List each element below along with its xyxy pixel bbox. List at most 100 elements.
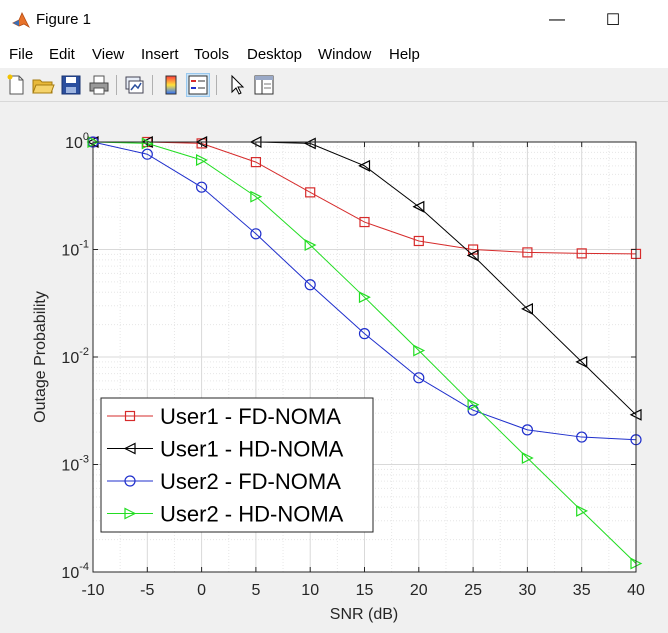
pointer-button[interactable] (225, 73, 249, 97)
legend-marker (124, 475, 136, 487)
menu-tools[interactable]: Tools (194, 46, 230, 63)
x-tick-label: 5 (251, 582, 260, 599)
legend-icon (188, 75, 208, 95)
legend-marker (123, 442, 136, 455)
data-point (196, 181, 208, 193)
data-point (522, 247, 533, 258)
link-plot-icon (125, 76, 144, 94)
data-point (521, 452, 534, 464)
x-axis-label: SNR (dB) (330, 606, 398, 623)
menu-window[interactable]: Window (318, 46, 372, 63)
menu-view[interactable]: View (92, 46, 125, 63)
property-inspector-button[interactable] (252, 73, 276, 97)
link-plot-button[interactable] (122, 73, 146, 97)
toolbar-separator (152, 75, 153, 95)
data-point (576, 431, 588, 443)
series-line (92, 141, 637, 564)
property-inspector-icon (254, 75, 274, 95)
data-point (521, 302, 534, 315)
data-point (358, 291, 371, 304)
legend[interactable]: User1 - FD-NOMA User1 - HD-NOMA User2 - FD… (100, 397, 374, 533)
y-tick-label: 10-4 (61, 561, 89, 582)
maximize-button[interactable]: ☐ (590, 4, 636, 36)
data-point (358, 159, 371, 172)
window-title: Figure 1 (36, 11, 92, 28)
data-point (304, 239, 317, 252)
menu-insert[interactable]: Insert (141, 46, 179, 63)
figure-canvas: -10 -5 0 5 10 15 20 25 30 35 40 100 10-1 10-2 10-3 10-4… (0, 102, 668, 628)
x-tick-label: 0 (197, 582, 206, 599)
print-icon (89, 75, 109, 95)
data-point (467, 398, 480, 411)
x-tick-label: 30 (519, 582, 537, 599)
y-tick-label: 100 (65, 131, 89, 152)
x-tick-label: 25 (464, 582, 482, 599)
minimize-button[interactable]: — (534, 4, 580, 36)
legend-entry[interactable]: User2 - HD-NOMA (160, 502, 344, 527)
menu-bar: File Edit View Insert Tools Desktop Wind… (0, 40, 668, 68)
menu-help[interactable]: Help (389, 46, 420, 63)
data-point (141, 148, 153, 160)
legend-button[interactable] (186, 73, 210, 97)
x-tick-label: 40 (627, 582, 645, 599)
data-point (358, 328, 371, 340)
data-point (521, 424, 534, 436)
series-line (92, 141, 637, 441)
data-point (575, 355, 588, 368)
data-point (250, 190, 263, 203)
title-bar: Figure 1 — ☐ (0, 0, 668, 40)
data-point (468, 244, 479, 255)
axis-ticks: -10 -5 0 5 10 15 20 25 30 35 40 100 10-1 10-2 10-3 10-4 (61, 131, 645, 599)
data-point (304, 279, 316, 291)
series-line (93, 141, 637, 255)
legend-entry[interactable]: User1 - HD-NOMA (160, 437, 344, 462)
data-point (576, 248, 587, 259)
y-axis-label: Outage Probability (32, 291, 49, 423)
series-1[interactable] (87, 136, 642, 260)
legend-entry[interactable]: User2 - FD-NOMA (160, 469, 341, 494)
y-tick-label: 10-1 (61, 239, 89, 260)
data-point (412, 200, 425, 213)
toolbar (0, 69, 668, 102)
toolbar-separator (116, 75, 117, 95)
new-figure-icon (7, 74, 24, 95)
legend-entry[interactable]: User1 - FD-NOMA (160, 404, 341, 429)
data-point (196, 154, 208, 166)
legend-marker (124, 410, 136, 422)
pointer-icon (231, 74, 245, 95)
x-tick-label: -10 (81, 582, 104, 599)
matlab-logo-icon (12, 12, 30, 29)
data-point (305, 187, 316, 198)
outage-probability-chart[interactable]: -10 -5 0 5 10 15 20 25 30 35 40 100 10-1 10-2 10-3 10-4… (0, 102, 668, 628)
data-point (359, 216, 370, 228)
maximize-icon: ☐ (605, 12, 621, 29)
x-tick-label: -5 (140, 582, 154, 599)
print-button[interactable] (87, 73, 111, 97)
data-point (413, 235, 424, 247)
toolbar-separator (216, 75, 217, 95)
data-point (413, 344, 426, 357)
legend-box (100, 397, 374, 533)
save-button[interactable] (59, 73, 83, 97)
x-tick-label: 20 (410, 582, 428, 599)
y-tick-label: 10-2 (61, 346, 89, 367)
data-point (250, 228, 262, 240)
y-tick-label: 10-3 (61, 454, 89, 475)
data-point (413, 372, 425, 384)
series-4[interactable] (87, 136, 643, 570)
x-tick-label: 35 (573, 582, 591, 599)
menu-edit[interactable]: Edit (49, 46, 75, 63)
colorbar-button[interactable] (159, 73, 183, 97)
data-point (576, 504, 589, 517)
data-point (466, 249, 479, 262)
minimize-icon: — (549, 11, 565, 28)
x-tick-label: 15 (356, 582, 374, 599)
new-figure-button[interactable] (4, 73, 28, 97)
open-file-icon (32, 79, 55, 94)
colorbar-icon (165, 75, 177, 95)
legend-marker (124, 507, 137, 520)
open-file-button[interactable] (31, 73, 55, 97)
save-icon (61, 75, 81, 95)
menu-file[interactable]: File (9, 46, 34, 63)
menu-desktop[interactable]: Desktop (247, 46, 303, 63)
